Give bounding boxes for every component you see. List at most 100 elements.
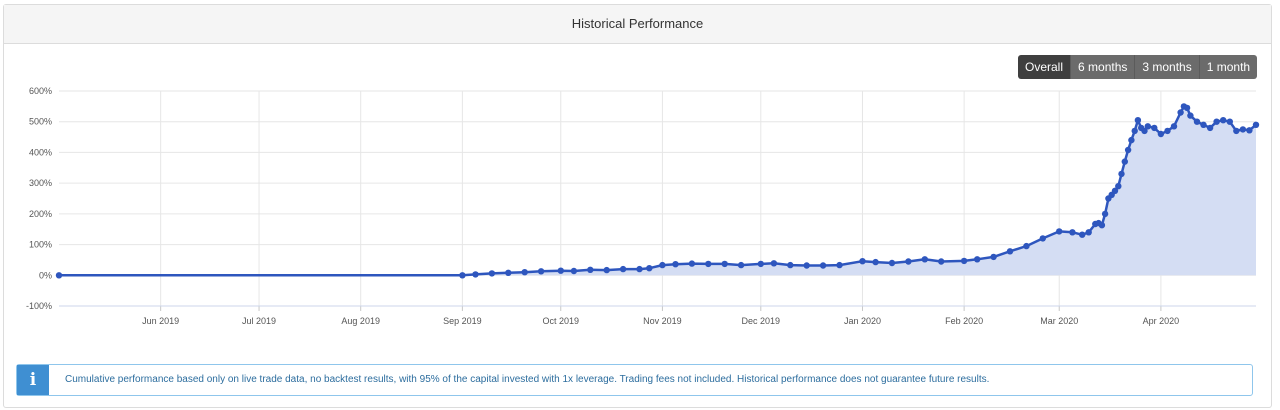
data-point xyxy=(1164,127,1171,135)
data-point xyxy=(1233,127,1240,135)
time-range-selector: Overall 6 months 3 months 1 month xyxy=(1018,55,1258,79)
y-tick-label: 100% xyxy=(29,240,52,250)
data-point xyxy=(537,268,545,275)
data-point xyxy=(1183,104,1191,112)
y-tick-label: 600% xyxy=(29,86,52,96)
y-tick-label: 500% xyxy=(29,117,52,127)
data-point xyxy=(1131,127,1138,135)
data-point xyxy=(587,266,594,273)
data-point xyxy=(688,260,696,267)
data-point xyxy=(603,266,610,274)
data-point xyxy=(1239,126,1247,133)
data-point xyxy=(859,258,866,265)
data-point xyxy=(974,256,981,263)
data-point xyxy=(1101,210,1109,218)
data-point xyxy=(1098,222,1106,229)
data-point xyxy=(836,261,843,269)
data-point xyxy=(636,265,643,273)
data-point xyxy=(1246,127,1253,134)
data-point xyxy=(1177,109,1184,116)
data-point xyxy=(459,272,466,279)
x-tick-label: Jun 2019 xyxy=(142,316,179,326)
data-point xyxy=(557,267,564,274)
data-point xyxy=(905,258,912,265)
x-tick-label: Jul 2019 xyxy=(242,316,276,326)
data-point xyxy=(1121,158,1129,165)
data-point xyxy=(888,259,896,267)
range-3-months-button[interactable]: 3 months xyxy=(1135,55,1200,79)
x-tick-label: Mar 2020 xyxy=(1040,316,1078,326)
data-point xyxy=(1006,248,1014,255)
x-tick-label: Aug 2019 xyxy=(341,316,380,326)
data-point xyxy=(619,265,627,273)
data-point xyxy=(505,269,512,276)
data-point xyxy=(819,262,827,269)
data-point xyxy=(921,256,928,263)
performance-chart: -100% 0% 100% 200% 300% 400% 500% 600% Jun 2019 J… xyxy=(26,86,1260,326)
data-point xyxy=(872,258,879,266)
data-point xyxy=(990,253,997,261)
data-point xyxy=(1111,187,1119,194)
data-point xyxy=(770,260,778,267)
data-point xyxy=(1157,130,1165,138)
x-tick-label: Sep 2019 xyxy=(443,316,482,326)
data-point xyxy=(1056,228,1063,235)
x-tick-label: Nov 2019 xyxy=(643,316,682,326)
data-point xyxy=(1213,118,1220,125)
data-point xyxy=(1118,170,1125,178)
data-point xyxy=(1193,118,1201,125)
y-tick-label: 400% xyxy=(29,147,52,157)
range-1-month-button[interactable]: 1 month xyxy=(1199,55,1258,79)
data-point xyxy=(672,261,679,268)
panel-header: Historical Performance xyxy=(4,5,1271,44)
panel-title: Historical Performance xyxy=(571,16,704,31)
disclaimer-alert: i Cumulative performance based only on l… xyxy=(16,364,1253,396)
data-point xyxy=(646,265,653,272)
data-point xyxy=(705,260,712,268)
data-point xyxy=(787,261,794,269)
data-point xyxy=(1206,124,1214,132)
data-point xyxy=(1115,183,1122,190)
data-point xyxy=(1134,117,1142,124)
y-tick-label: -100% xyxy=(26,301,52,311)
data-point xyxy=(1226,118,1234,125)
data-point xyxy=(1187,112,1194,119)
data-point xyxy=(1023,242,1030,250)
data-point xyxy=(1069,229,1076,236)
data-point xyxy=(1039,235,1047,242)
data-point xyxy=(803,262,810,269)
data-point xyxy=(1124,146,1132,154)
data-point xyxy=(1141,127,1148,135)
data-point xyxy=(1252,121,1260,128)
data-point xyxy=(55,272,63,279)
data-point xyxy=(1079,231,1086,238)
range-6-months-button[interactable]: 6 months xyxy=(1071,55,1136,79)
x-tick-label: Dec 2019 xyxy=(742,316,781,326)
data-point xyxy=(1085,229,1092,236)
data-point xyxy=(472,271,479,278)
range-overall-button[interactable]: Overall xyxy=(1018,55,1072,79)
y-tick-label: 300% xyxy=(29,178,52,188)
data-point xyxy=(570,267,578,275)
data-point xyxy=(521,269,528,276)
x-tick-label: Feb 2020 xyxy=(945,316,983,326)
data-point xyxy=(1128,136,1135,144)
data-point xyxy=(1151,124,1158,132)
data-point xyxy=(721,260,728,268)
disclaimer-text: Cumulative performance based only on liv… xyxy=(65,374,990,385)
data-point xyxy=(659,261,666,269)
info-icon: i xyxy=(17,365,49,395)
x-tick-label: Apr 2020 xyxy=(1143,316,1180,326)
x-tick-label: Oct 2019 xyxy=(542,316,579,326)
data-point xyxy=(1144,123,1152,130)
data-point xyxy=(1220,117,1227,124)
data-point xyxy=(960,257,968,265)
y-tick-label: 0% xyxy=(39,270,52,280)
series-area xyxy=(59,106,1256,276)
x-tick-label: Jan 2020 xyxy=(844,316,881,326)
data-point xyxy=(488,270,496,277)
data-point xyxy=(757,260,764,268)
data-point xyxy=(1200,121,1207,128)
data-point xyxy=(938,258,945,265)
data-point xyxy=(1170,123,1178,130)
